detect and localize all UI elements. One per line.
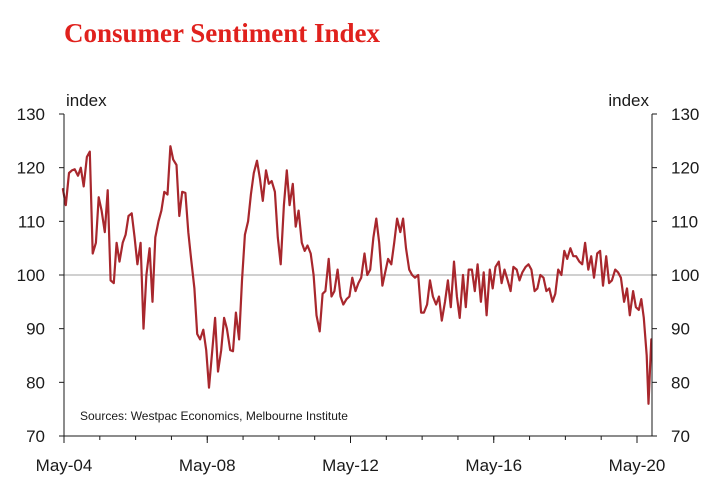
y-tick-label-left: 130 <box>17 105 45 124</box>
y-tick-label-left: 70 <box>26 427 45 446</box>
source-note: Sources: Westpac Economics, Melbourne In… <box>80 409 348 423</box>
y-tick-label-right: 110 <box>671 212 698 231</box>
x-tick-label: May-08 <box>179 456 236 475</box>
y-tick-label-left: 80 <box>26 373 45 392</box>
y-axis-unit-left: index <box>66 91 107 110</box>
series-line <box>61 145 653 405</box>
x-tick-label: May-20 <box>609 456 666 475</box>
y-tick-label-left: 110 <box>18 212 45 231</box>
y-tick-label-left: 90 <box>26 320 45 339</box>
x-tick-label: May-12 <box>322 456 379 475</box>
y-tick-label-right: 130 <box>671 105 699 124</box>
y-tick-label-left: 120 <box>17 159 45 178</box>
x-tick-label: May-04 <box>36 456 93 475</box>
y-tick-label-right: 120 <box>671 159 699 178</box>
x-tick-label: May-16 <box>465 456 522 475</box>
y-tick-label-right: 70 <box>671 427 690 446</box>
y-axis-unit-right: index <box>608 91 649 110</box>
y-tick-label-right: 100 <box>671 266 699 285</box>
y-tick-label-right: 80 <box>671 373 690 392</box>
y-tick-label-right: 90 <box>671 320 690 339</box>
chart-title: Consumer Sentiment Index <box>64 18 381 48</box>
y-tick-label-left: 100 <box>17 266 45 285</box>
